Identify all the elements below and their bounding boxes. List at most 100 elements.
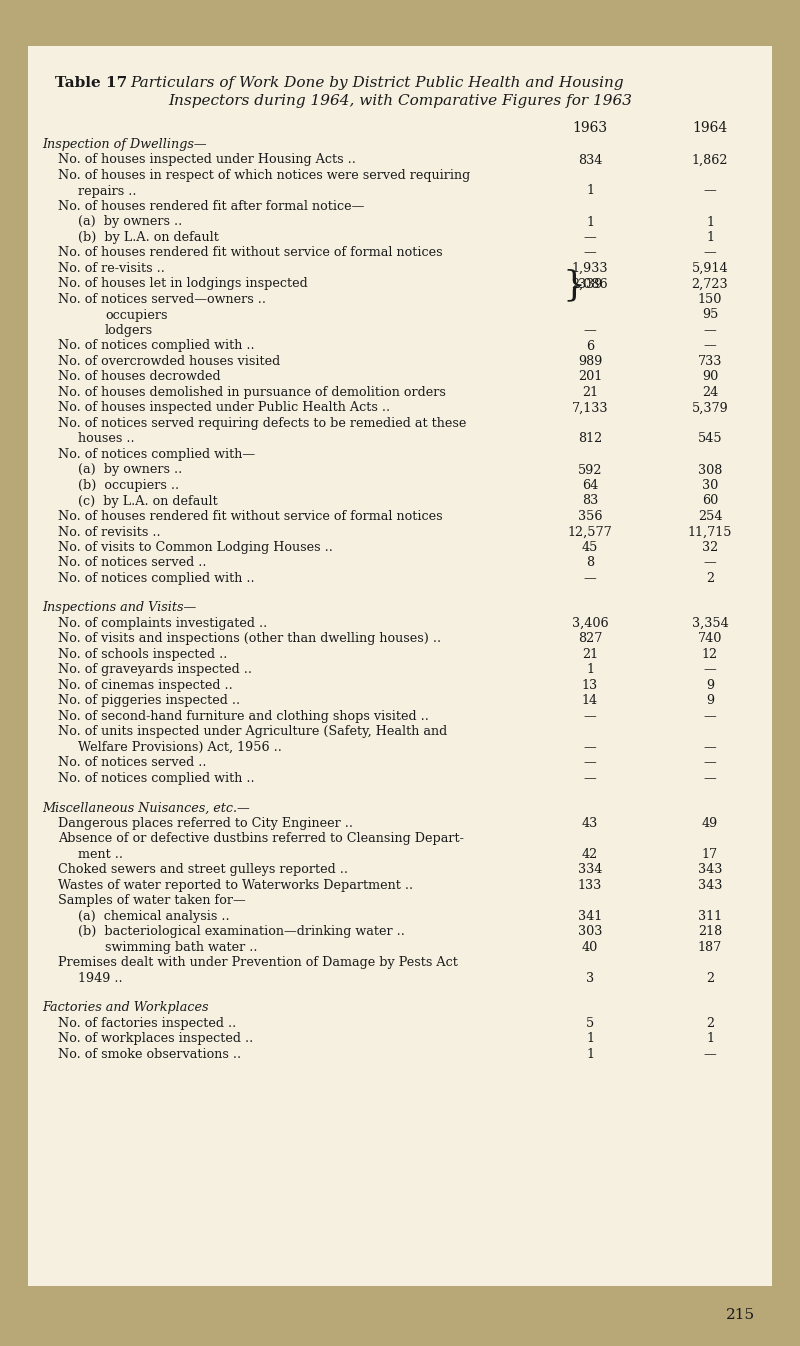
Text: 2: 2 xyxy=(706,972,714,985)
Text: 1964: 1964 xyxy=(692,121,728,135)
Text: 64: 64 xyxy=(582,479,598,493)
Text: 6: 6 xyxy=(586,339,594,353)
Text: No. of notices served ..: No. of notices served .. xyxy=(58,556,206,569)
Text: No. of re-visits ..: No. of re-visits .. xyxy=(58,262,165,275)
Text: —: — xyxy=(584,246,596,260)
Text: No. of houses inspected under Housing Acts ..: No. of houses inspected under Housing Ac… xyxy=(58,153,356,167)
Text: 42: 42 xyxy=(582,848,598,861)
Text: swimming bath water ..: swimming bath water .. xyxy=(105,941,258,954)
Text: 1949 ..: 1949 .. xyxy=(78,972,122,985)
Text: No. of complaints investigated ..: No. of complaints investigated .. xyxy=(58,616,267,630)
Text: No. of houses demolished in pursuance of demolition orders: No. of houses demolished in pursuance of… xyxy=(58,386,446,398)
Text: No. of overcrowded houses visited: No. of overcrowded houses visited xyxy=(58,355,280,367)
Text: 9: 9 xyxy=(706,695,714,708)
Text: 14: 14 xyxy=(582,695,598,708)
Text: 21: 21 xyxy=(582,386,598,398)
Text: 356: 356 xyxy=(578,510,602,524)
Text: 989: 989 xyxy=(578,355,602,367)
Text: —: — xyxy=(704,556,716,569)
Text: 201: 201 xyxy=(578,370,602,384)
Text: Welfare Provisions) Act, 1956 ..: Welfare Provisions) Act, 1956 .. xyxy=(78,740,282,754)
Text: No. of notices complied with ..: No. of notices complied with .. xyxy=(58,572,254,586)
Text: 215: 215 xyxy=(726,1308,755,1322)
Text: 1: 1 xyxy=(586,664,594,677)
Text: —: — xyxy=(584,773,596,785)
Text: No. of notices complied with ..: No. of notices complied with .. xyxy=(58,339,254,353)
Text: No. of notices complied with ..: No. of notices complied with .. xyxy=(58,773,254,785)
Text: No. of houses in respect of which notices were served requiring: No. of houses in respect of which notice… xyxy=(58,170,470,182)
Text: 2,086: 2,086 xyxy=(572,277,608,291)
Text: 3: 3 xyxy=(586,972,594,985)
Text: 43: 43 xyxy=(582,817,598,830)
Text: —: — xyxy=(704,324,716,336)
Text: houses ..: houses .. xyxy=(78,432,134,446)
Text: No. of houses let in lodgings inspected: No. of houses let in lodgings inspected xyxy=(58,277,308,291)
Text: 150: 150 xyxy=(698,293,722,306)
Text: 343: 343 xyxy=(698,879,722,892)
Text: —: — xyxy=(584,324,596,336)
Text: 9: 9 xyxy=(706,678,714,692)
Text: 12: 12 xyxy=(702,647,718,661)
Text: Miscellaneous Nuisances, etc.—: Miscellaneous Nuisances, etc.— xyxy=(42,801,250,814)
Text: No. of workplaces inspected ..: No. of workplaces inspected .. xyxy=(58,1032,254,1046)
Text: —: — xyxy=(584,709,596,723)
Text: 343: 343 xyxy=(698,863,722,876)
Text: 308: 308 xyxy=(698,463,722,476)
Text: 812: 812 xyxy=(578,432,602,446)
Text: 13: 13 xyxy=(582,678,598,692)
Text: 1: 1 xyxy=(706,232,714,244)
Text: 83: 83 xyxy=(582,494,598,507)
Text: 133: 133 xyxy=(578,879,602,892)
Text: 11,715: 11,715 xyxy=(688,525,732,538)
Text: 218: 218 xyxy=(698,926,722,938)
Text: No. of notices served ..: No. of notices served .. xyxy=(58,756,206,770)
Text: 3,354: 3,354 xyxy=(692,616,728,630)
Text: 90: 90 xyxy=(702,370,718,384)
Text: Table 17: Table 17 xyxy=(55,75,127,90)
Text: 311: 311 xyxy=(698,910,722,923)
Text: (a)  chemical analysis ..: (a) chemical analysis .. xyxy=(78,910,230,923)
Text: 827: 827 xyxy=(578,633,602,646)
Text: (b)  occupiers ..: (b) occupiers .. xyxy=(78,479,179,493)
Text: No. of houses decrowded: No. of houses decrowded xyxy=(58,370,221,384)
Text: No. of notices served requiring defects to be remedied at these: No. of notices served requiring defects … xyxy=(58,417,466,429)
Text: 1: 1 xyxy=(586,1032,594,1046)
Text: Choked sewers and street gulleys reported ..: Choked sewers and street gulleys reporte… xyxy=(58,863,348,876)
Text: No. of notices complied with—: No. of notices complied with— xyxy=(58,448,255,460)
Text: —: — xyxy=(704,773,716,785)
Text: —: — xyxy=(704,709,716,723)
Text: 254: 254 xyxy=(698,510,722,524)
Text: 592: 592 xyxy=(578,463,602,476)
Text: (c)  by L.A. on default: (c) by L.A. on default xyxy=(78,494,218,507)
Text: 1: 1 xyxy=(586,184,594,198)
Text: 1: 1 xyxy=(586,1047,594,1061)
Text: 40: 40 xyxy=(582,941,598,954)
Text: }: } xyxy=(562,268,585,302)
Text: —: — xyxy=(704,1047,716,1061)
Text: Wastes of water reported to Waterworks Department ..: Wastes of water reported to Waterworks D… xyxy=(58,879,413,892)
Text: —: — xyxy=(584,232,596,244)
Text: No. of graveyards inspected ..: No. of graveyards inspected .. xyxy=(58,664,252,677)
Text: Inspections and Visits—: Inspections and Visits— xyxy=(42,602,196,615)
Text: 30: 30 xyxy=(702,479,718,493)
Text: No. of cinemas inspected ..: No. of cinemas inspected .. xyxy=(58,678,233,692)
Text: 834: 834 xyxy=(578,153,602,167)
Text: (b)  bacteriological examination—drinking water ..: (b) bacteriological examination—drinking… xyxy=(78,926,405,938)
Text: —: — xyxy=(584,740,596,754)
Text: ment ..: ment .. xyxy=(78,848,123,861)
Text: —: — xyxy=(704,339,716,353)
Text: 1,933: 1,933 xyxy=(572,262,608,275)
Text: 21: 21 xyxy=(582,647,598,661)
Text: 303: 303 xyxy=(578,926,602,938)
Text: No. of houses rendered fit after formal notice—: No. of houses rendered fit after formal … xyxy=(58,201,364,213)
Text: 187: 187 xyxy=(698,941,722,954)
Text: No. of schools inspected ..: No. of schools inspected .. xyxy=(58,647,227,661)
Text: Samples of water taken for—: Samples of water taken for— xyxy=(58,894,246,907)
Text: 339: 339 xyxy=(578,279,602,292)
Text: No. of units inspected under Agriculture (Safety, Health and: No. of units inspected under Agriculture… xyxy=(58,725,447,739)
Text: 2,723: 2,723 xyxy=(692,277,728,291)
Text: 49: 49 xyxy=(702,817,718,830)
Text: No. of notices served—owners ..: No. of notices served—owners .. xyxy=(58,293,266,306)
Text: —: — xyxy=(704,756,716,770)
Text: 8: 8 xyxy=(586,556,594,569)
